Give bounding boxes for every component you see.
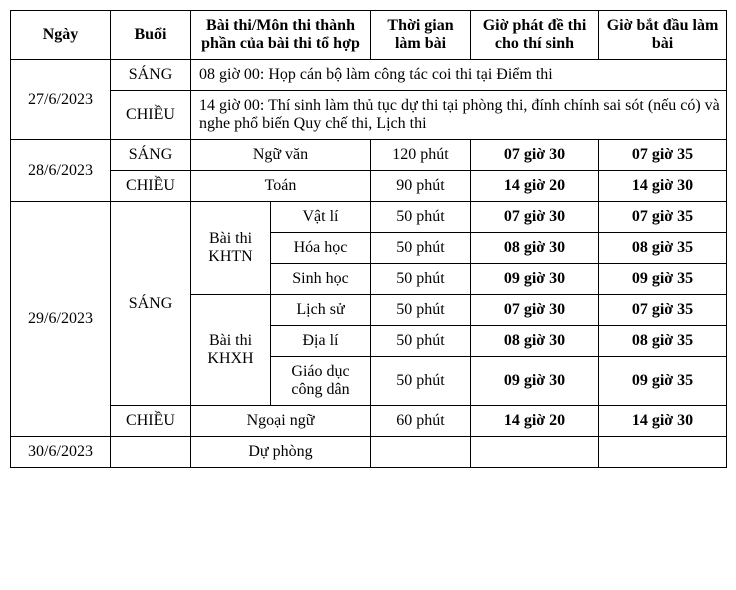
cell-start: 07 giờ 35 — [599, 140, 727, 171]
table-row: 27/6/2023 SÁNG 08 giờ 00: Họp cán bộ làm… — [11, 60, 727, 91]
cell-start: 08 giờ 35 — [599, 233, 727, 264]
cell-subject: Lịch sử — [271, 295, 371, 326]
cell-session: CHIỀU — [111, 91, 191, 140]
cell-start: 09 giờ 35 — [599, 357, 727, 406]
cell-distribute: 08 giờ 30 — [471, 233, 599, 264]
cell-distribute: 08 giờ 30 — [471, 326, 599, 357]
cell-distribute: 14 giờ 20 — [471, 171, 599, 202]
cell-distribute: 14 giờ 20 — [471, 406, 599, 437]
col-buoi: Buổi — [111, 11, 191, 60]
cell-start: 08 giờ 35 — [599, 326, 727, 357]
cell-distribute: 09 giờ 30 — [471, 264, 599, 295]
cell-start — [599, 437, 727, 468]
cell-subject: Dự phòng — [191, 437, 371, 468]
cell-subject: Toán — [191, 171, 371, 202]
table-row: 29/6/2023 SÁNG Bài thi KHTN Vật lí 50 ph… — [11, 202, 727, 233]
cell-distribute: 07 giờ 30 — [471, 140, 599, 171]
cell-subject: Vật lí — [271, 202, 371, 233]
cell-subject: Sinh học — [271, 264, 371, 295]
cell-start: 14 giờ 30 — [599, 406, 727, 437]
cell-session: SÁNG — [111, 140, 191, 171]
cell-group: Bài thi KHXH — [191, 295, 271, 406]
col-ngay: Ngày — [11, 11, 111, 60]
col-batdau: Giờ bắt đầu làm bài — [599, 11, 727, 60]
cell-date: 29/6/2023 — [11, 202, 111, 437]
cell-date: 28/6/2023 — [11, 140, 111, 202]
cell-duration: 120 phút — [371, 140, 471, 171]
cell-distribute: 07 giờ 30 — [471, 295, 599, 326]
cell-subject: Hóa học — [271, 233, 371, 264]
cell-duration: 50 phút — [371, 295, 471, 326]
cell-note: 14 giờ 00: Thí sinh làm thủ tục dự thi t… — [191, 91, 727, 140]
exam-schedule-table: Ngày Buổi Bài thi/Môn thi thành phần của… — [10, 10, 727, 468]
cell-start: 07 giờ 35 — [599, 295, 727, 326]
table-row: CHIỀU Toán 90 phút 14 giờ 20 14 giờ 30 — [11, 171, 727, 202]
cell-duration: 50 phút — [371, 233, 471, 264]
cell-duration: 50 phút — [371, 264, 471, 295]
col-phatde: Giờ phát đề thi cho thí sinh — [471, 11, 599, 60]
cell-note: 08 giờ 00: Họp cán bộ làm công tác coi t… — [191, 60, 727, 91]
cell-duration: 50 phút — [371, 326, 471, 357]
table-row: 30/6/2023 Dự phòng — [11, 437, 727, 468]
cell-start: 09 giờ 35 — [599, 264, 727, 295]
cell-distribute: 09 giờ 30 — [471, 357, 599, 406]
cell-duration: 60 phút — [371, 406, 471, 437]
cell-start: 07 giờ 35 — [599, 202, 727, 233]
cell-duration: 50 phút — [371, 202, 471, 233]
cell-session: CHIỀU — [111, 171, 191, 202]
cell-session: CHIỀU — [111, 406, 191, 437]
cell-subject: Ngữ văn — [191, 140, 371, 171]
table-row: CHIỀU 14 giờ 00: Thí sinh làm thủ tục dự… — [11, 91, 727, 140]
cell-duration: 90 phút — [371, 171, 471, 202]
cell-subject: Giáo dục công dân — [271, 357, 371, 406]
cell-subject: Ngoại ngữ — [191, 406, 371, 437]
cell-session — [111, 437, 191, 468]
header-row: Ngày Buổi Bài thi/Môn thi thành phần của… — [11, 11, 727, 60]
col-mon: Bài thi/Môn thi thành phần của bài thi t… — [191, 11, 371, 60]
cell-session: SÁNG — [111, 202, 191, 406]
table-row: 28/6/2023 SÁNG Ngữ văn 120 phút 07 giờ 3… — [11, 140, 727, 171]
cell-date: 27/6/2023 — [11, 60, 111, 140]
table-row: CHIỀU Ngoại ngữ 60 phút 14 giờ 20 14 giờ… — [11, 406, 727, 437]
cell-session: SÁNG — [111, 60, 191, 91]
cell-group: Bài thi KHTN — [191, 202, 271, 295]
cell-duration: 50 phút — [371, 357, 471, 406]
cell-subject: Địa lí — [271, 326, 371, 357]
cell-duration — [371, 437, 471, 468]
cell-date: 30/6/2023 — [11, 437, 111, 468]
cell-distribute: 07 giờ 30 — [471, 202, 599, 233]
cell-start: 14 giờ 30 — [599, 171, 727, 202]
cell-distribute — [471, 437, 599, 468]
col-thoigian: Thời gian làm bài — [371, 11, 471, 60]
